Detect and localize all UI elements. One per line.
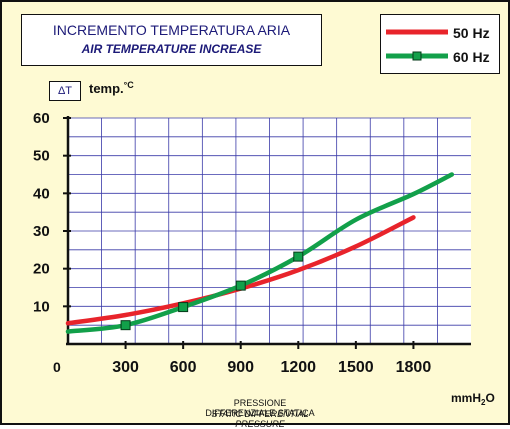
y-tick-label: 40 [33,185,50,202]
chart-subtitle: AIR TEMPERATURE INCREASE [81,42,262,56]
delta-t-symbol: ΔT [49,81,81,101]
x-tick-label: 1200 [280,359,316,376]
legend-swatches [386,29,448,61]
y-tick-label: 10 [33,298,50,315]
x-axis-unit-end: O [485,391,495,405]
legend-label-60hz: 60 Hz [453,49,490,65]
x-axis-unit-subscript: 2 [481,398,486,407]
x-tick-label: 300 [112,359,139,376]
x-axis-label-english: STATIC DIFFERENTIAL PRESSURE [211,409,309,429]
series-line-60hz [65,172,455,334]
y-axis-unit: °C [123,80,134,90]
legend-label-50hz: 50 Hz [453,25,490,41]
x-axis-label: PRESSIONE DIFFERENZIALE STATICA [205,398,315,418]
x-tick-label: 1500 [338,359,374,376]
data-point-60hz [178,302,189,313]
x-tick-label: 1800 [396,359,432,376]
data-point-60hz [293,251,304,262]
legend: 50 Hz 60 Hz [380,14,500,74]
data-point-60hz [120,320,131,331]
y-axis-label: temp.°C [89,80,134,96]
y-tick-label: 30 [33,223,50,240]
legend-marker-60hz [412,51,422,61]
y-tick-label: 20 [33,261,50,278]
x-tick-label: 900 [227,359,254,376]
chart-title: INCREMENTO TEMPERATURA ARIA [52,22,291,38]
data-point-60hz [235,280,246,291]
y-axis-label-text: temp. [89,81,124,96]
x-axis-unit: mmH2O [451,391,495,407]
y-tick-label: 60 [33,110,50,127]
chart-title-box: INCREMENTO TEMPERATURA ARIA AIR TEMPERAT… [21,14,322,66]
origin-label: 0 [53,359,61,375]
y-tick-label: 50 [33,148,50,165]
x-axis-unit-main: mmH [451,391,482,405]
x-tick-label: 600 [170,359,197,376]
